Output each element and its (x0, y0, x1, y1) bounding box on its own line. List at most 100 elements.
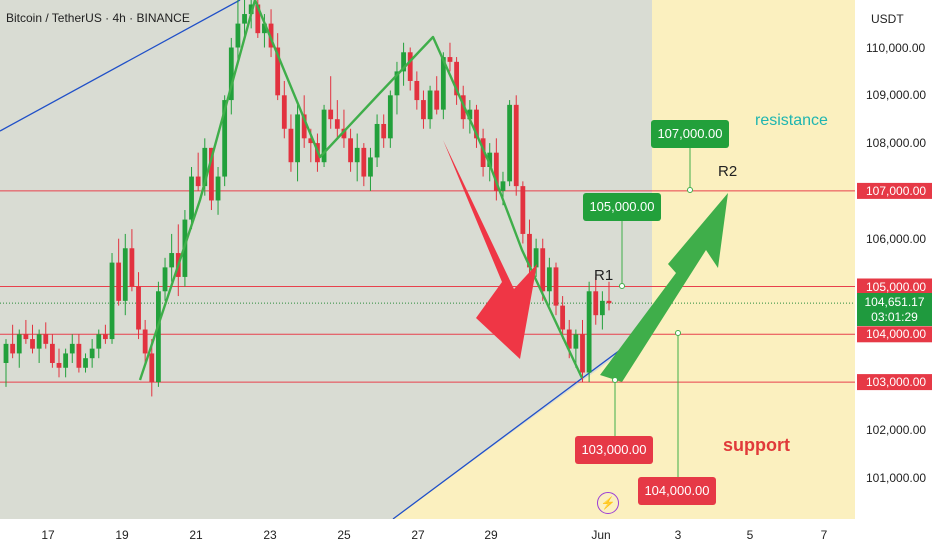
candle (262, 14, 267, 48)
candle (381, 114, 387, 148)
historical-area-background (0, 0, 652, 519)
candle (255, 0, 261, 38)
candle-body (76, 343, 82, 368)
candle (593, 276, 599, 325)
candle-body (566, 329, 572, 349)
lightning-icon[interactable]: ⚡ (597, 492, 619, 514)
candle (76, 334, 82, 373)
candle-body (222, 100, 228, 177)
candle-body (321, 109, 327, 163)
candle-body (36, 334, 42, 349)
candle-body (30, 339, 35, 349)
candle-body (268, 23, 274, 48)
candle-body (96, 334, 102, 349)
candle-body (281, 95, 287, 129)
time-tick-label: 27 (411, 528, 425, 542)
candle-body (427, 90, 433, 120)
candle (69, 334, 75, 363)
price-axis-currency[interactable]: USDT (871, 12, 904, 26)
resistance-label: resistance (755, 112, 828, 129)
candle-body (69, 343, 75, 354)
candle-body (467, 109, 473, 120)
candle (354, 133, 360, 182)
candle-body (142, 329, 148, 354)
candle (540, 238, 546, 301)
candle-body (195, 176, 201, 187)
candle (507, 100, 513, 187)
candle-body (447, 57, 453, 62)
candle-body (434, 90, 440, 110)
candle (427, 85, 433, 129)
price-box-103000[interactable]: 103,000.00 (575, 436, 653, 464)
r1-label: R1 (594, 267, 614, 284)
candle-body (3, 343, 9, 363)
candle (454, 57, 459, 105)
candle-body (361, 147, 367, 177)
candle (288, 114, 294, 172)
candle-body (16, 334, 22, 354)
zigzag-pattern-line (138, 0, 584, 381)
candle-body (301, 114, 307, 139)
candle-body (394, 71, 400, 96)
candle (401, 42, 406, 86)
candle-body (43, 334, 49, 344)
candle-body (242, 14, 247, 24)
candle (361, 143, 367, 187)
price-box-105000[interactable]: 105,000.00 (583, 193, 661, 221)
price-tick-label: 103,000.00 (866, 375, 927, 390)
candle (83, 353, 88, 373)
candle-body (89, 348, 95, 359)
price-tick-label: 101,000.00 (866, 470, 927, 485)
candle-body (454, 61, 459, 96)
candle (142, 319, 148, 363)
candle-body (407, 52, 413, 81)
candle (513, 95, 519, 196)
candle (474, 104, 479, 148)
candle (281, 80, 287, 139)
candle (215, 167, 221, 215)
candle (36, 329, 42, 363)
candle (162, 257, 168, 301)
candle (242, 0, 247, 38)
price-box-107000[interactable]: 107,000.00 (651, 120, 729, 148)
candle-body (116, 262, 122, 301)
current-price-value: 104,651.17 (864, 295, 925, 309)
candle (295, 104, 300, 182)
lower-channel-line (392, 323, 656, 520)
candle (414, 71, 420, 110)
candle (580, 319, 585, 383)
price-tag-104000 (857, 326, 932, 343)
candle-body (248, 4, 254, 15)
candle-body (480, 138, 486, 167)
candle (136, 272, 141, 340)
candle-body (122, 248, 128, 301)
candle (321, 104, 327, 167)
candle-body (348, 138, 353, 163)
candle (328, 76, 334, 129)
candle-body (493, 152, 499, 191)
candle (374, 114, 380, 167)
candle-body (83, 358, 88, 368)
candle (407, 47, 413, 91)
candle-body (102, 334, 108, 340)
chart-title[interactable]: Bitcoin / TetherUS · 4h · BINANCE (6, 11, 190, 25)
time-axis-panel (0, 519, 855, 550)
candle-body (288, 128, 294, 163)
price-box-104000[interactable]: 104,000.00 (638, 477, 716, 505)
price-tick-label: 104,000.00 (866, 327, 927, 342)
candle-body (540, 248, 546, 292)
candle-body (255, 4, 261, 34)
candle (10, 324, 16, 359)
candle-body (599, 300, 605, 316)
candle (89, 339, 95, 368)
price-tag-105000 (857, 278, 932, 295)
candle-body (421, 100, 426, 120)
candle-body (162, 267, 168, 292)
candle-body (553, 267, 559, 306)
candle (56, 348, 62, 378)
candle (348, 128, 353, 172)
candle-body (262, 23, 267, 34)
candle (553, 262, 559, 316)
